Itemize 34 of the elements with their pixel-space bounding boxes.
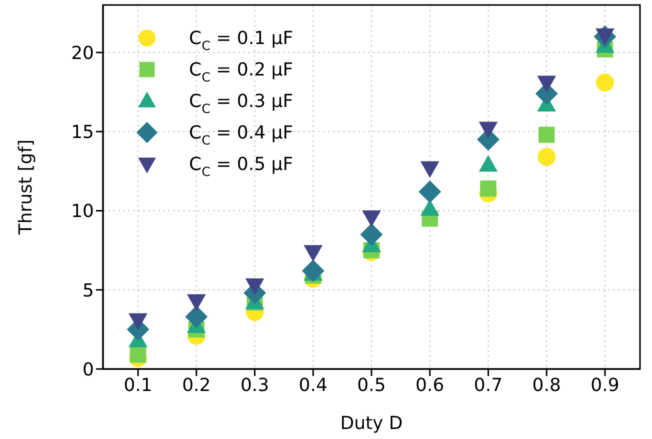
point	[538, 148, 556, 166]
point	[360, 223, 383, 246]
y-tick-label: 10	[71, 201, 94, 222]
x-tick-label: 0.6	[416, 374, 444, 396]
x-tick-label: 0.7	[474, 374, 503, 396]
legend-label: C$_{C}$ = 0.5 μF	[189, 154, 294, 179]
point	[302, 260, 324, 282]
x-tick-label: 0.2	[182, 374, 211, 396]
point	[596, 74, 614, 92]
x-axis-title: Duty D	[340, 413, 403, 434]
point	[537, 76, 556, 92]
point	[478, 122, 498, 138]
point	[185, 306, 208, 328]
y-tick-label: 20	[71, 42, 94, 64]
legend-label: C$_{C}$ = 0.3 μF	[189, 90, 294, 116]
point	[538, 126, 555, 143]
legend-label: C$_{C}$ = 0.4 μF	[189, 122, 294, 148]
y-tick-label: 15	[71, 122, 94, 143]
y-tick-label: 5	[82, 280, 94, 302]
legend-label: C$_{C}$ = 0.1 μF	[189, 28, 294, 53]
x-tick-label: 0.8	[532, 374, 561, 396]
point	[362, 210, 381, 227]
point	[480, 180, 496, 197]
x-tick-label: 0.4	[298, 374, 328, 396]
legend-label: C$_{C}$ = 0.2 μF	[189, 59, 294, 84]
x-tick-label: 0.5	[357, 374, 386, 396]
y-axis-title: Thrust [gf]	[15, 139, 36, 236]
x-tick-label: 0.1	[124, 374, 152, 396]
y-tick-label: 0	[82, 359, 94, 380]
x-tick-label: 0.9	[590, 374, 620, 396]
x-tick-label: 0.3	[240, 374, 270, 396]
point	[420, 161, 440, 178]
point	[418, 180, 442, 203]
point	[130, 346, 146, 363]
